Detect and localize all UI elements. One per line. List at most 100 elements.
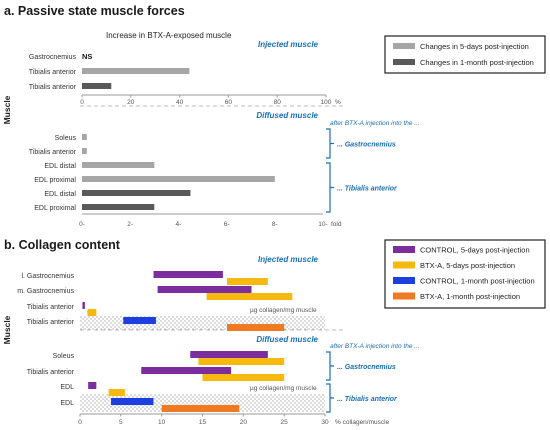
panel-a-injected-tick-label: 0 [80, 99, 84, 106]
panel-a-injected-tick-label: 80 [274, 99, 282, 106]
panel-a-diffused-tick-label: 0- [79, 221, 85, 228]
panel-a-diffused-bar [82, 204, 155, 210]
panel-b-diffused-category-label: Soleus [53, 353, 75, 360]
panel-a-injected-xunit: % [335, 99, 341, 106]
panel-a-group-label: ... Gastrocnemius [337, 142, 396, 149]
panel-b-diffused-range-bar [161, 405, 240, 412]
panel-b-injected-dotted-label-bg [248, 306, 338, 314]
panel-b-diffused-range-bar [190, 351, 268, 358]
panel-b-tick-label: 5 [119, 419, 123, 426]
panel-b-diffused-category-label: EDL [60, 384, 74, 391]
panel-b-group-label: ... Gastrocnemius [337, 364, 396, 371]
panel-b-category-label: Tibialis anterior [27, 304, 75, 311]
panel-a-diffused-bar [82, 190, 191, 196]
panel-a-bar [82, 68, 190, 74]
panel-b-diffused-category-label: Tibialis anterior [27, 369, 75, 376]
panel-a-diffused-tick-label: 4- [176, 221, 182, 228]
panel-a-injected-tick-label: 100 [321, 99, 332, 106]
panel-a-diffused-tick-label: 10- [318, 221, 327, 228]
panel-b-diffused-dotted-label-bg [248, 384, 338, 392]
panel-b-legend-label: CONTROL, 5-days post-injection [420, 246, 530, 255]
panel-b-range-bar [82, 302, 85, 309]
panel-b-range-bar [206, 293, 293, 300]
panel-b-tick-label: 15 [199, 419, 207, 426]
panel-b-injected-dotted-label: µg collagen/mg muscle [250, 307, 317, 314]
panel-a-diffused-category-label: EDL distal [44, 163, 76, 170]
panel-a-category-label: Gastrocnemius [29, 54, 77, 61]
panel-a-group-bracket [326, 162, 334, 213]
panel-a-diffused-tick-label: 6- [224, 221, 230, 228]
panel-a-ylabel: Muscle [2, 95, 12, 124]
panel-b-tick-label: 10 [158, 419, 166, 426]
panel-a-diffused-bar [82, 134, 87, 140]
panel-b-tick-label: 20 [240, 419, 248, 426]
panel-a-diffused-bar [82, 162, 155, 168]
panel-b-ylabel: Muscle [2, 315, 12, 344]
panel-b-xlabel: % collagen/muscle [335, 419, 390, 426]
panel-a-bar [82, 83, 112, 89]
panel-b-diffused-dotted-label: µg collagen/mg muscle [250, 385, 317, 392]
panel-a-diffused-category-label: EDL proximal [34, 177, 76, 184]
panel-b-diffused-range-bar [141, 367, 232, 374]
panel-b-injected-dotted-region [80, 316, 325, 330]
panel-a-legend-swatch [393, 59, 415, 65]
panel-a-category-label: Tibialis anterior [29, 84, 77, 91]
panel-a-diffused-label: Diffused muscle [256, 111, 318, 120]
panel-a-diffused-tick-label: 2- [127, 221, 133, 228]
panel-a-injected-label: Injected muscle [258, 40, 319, 49]
panel-a-diffused-category-label: EDL distal [44, 191, 76, 198]
panel-b-range-bar [227, 278, 268, 285]
panel-b-diffused-range-bar [202, 374, 285, 381]
panel-b-legend-label: CONTROL, 1-month post-injection [420, 277, 535, 286]
panel-b-range-bar [87, 309, 97, 316]
panel-a-legend-box [384, 35, 546, 74]
panel-b-range-bar [123, 317, 156, 324]
panel-b-diffused-range-bar [111, 398, 154, 405]
panel-b-tick-label: 0 [78, 419, 82, 426]
panel-a-title: a. Passive state muscle forces [4, 4, 185, 18]
panel-b-legend-label: BTX-A, 5-days post-injection [420, 261, 515, 270]
panel-a-ns-label: NS [82, 52, 92, 61]
panel-b-legend-swatch [393, 277, 415, 284]
panel-b-category-label: l. Gastrocnemius [21, 273, 74, 280]
panel-b-range-bar [227, 324, 285, 331]
panel-a-injected-tick-label: 60 [225, 99, 233, 106]
panel-b-diffused-label: Diffused muscle [256, 335, 318, 344]
panel-a-diffused-tick-label: 8- [272, 221, 278, 228]
panel-a-legend-swatch [393, 43, 415, 49]
panel-a-diffused-category-label: EDL proximal [34, 205, 76, 212]
panel-b-legend-swatch [393, 246, 415, 253]
panel-b-legend-swatch [393, 261, 415, 269]
panel-b-diffused-category-label: EDL [60, 400, 74, 407]
panel-b-diffused-range-bar [198, 358, 285, 365]
panel-a-subtitle: Increase in BTX-A-exposed muscle [106, 31, 232, 40]
panel-b-category-label: Tibialis anterior [27, 319, 75, 326]
panel-a-diffused-bar [82, 148, 87, 154]
panel-a-group-bracket [326, 128, 334, 159]
panel-b-group-bracket [326, 383, 334, 413]
panel-a-diffused-bar [82, 176, 275, 182]
panel-a-legend-label: Changes in 5-days post-injection [420, 42, 529, 51]
panel-a-group-label: ... Tibialis anterior [337, 186, 398, 193]
panel-b-title: b. Collagen content [4, 238, 121, 252]
panel-b-legend-label: BTX-A, 1-month post-injection [420, 292, 520, 301]
panel-a-category-label: Tibialis anterior [29, 69, 77, 76]
panel-b-diffused-note: after BTX-A injection into the ... [330, 343, 420, 350]
panel-b-range-bar [153, 271, 223, 278]
panel-b-injected-label: Injected muscle [258, 255, 319, 264]
panel-b-group-label: ... Tibialis anterior [337, 396, 398, 403]
panel-a-diffused-xunit: fold [331, 221, 342, 228]
panel-b-tick-label: 25 [281, 419, 289, 426]
panel-a-diffused-category-label: Tibialis anterior [29, 149, 77, 156]
panel-a-injected-tick-label: 20 [127, 99, 135, 106]
panel-a-legend-label: Changes in 1-month post-injection [420, 58, 534, 67]
panel-a-diffused-note: after BTX-A injection into the ... [330, 120, 420, 127]
panel-b-legend-swatch [393, 292, 415, 300]
panel-b-diffused-range-bar [108, 389, 125, 396]
panel-a-diffused-category-label: Soleus [55, 135, 77, 142]
panel-b-group-bracket [326, 351, 334, 381]
panel-b-tick-label: 30 [321, 419, 329, 426]
panel-b-range-bar [157, 286, 252, 293]
